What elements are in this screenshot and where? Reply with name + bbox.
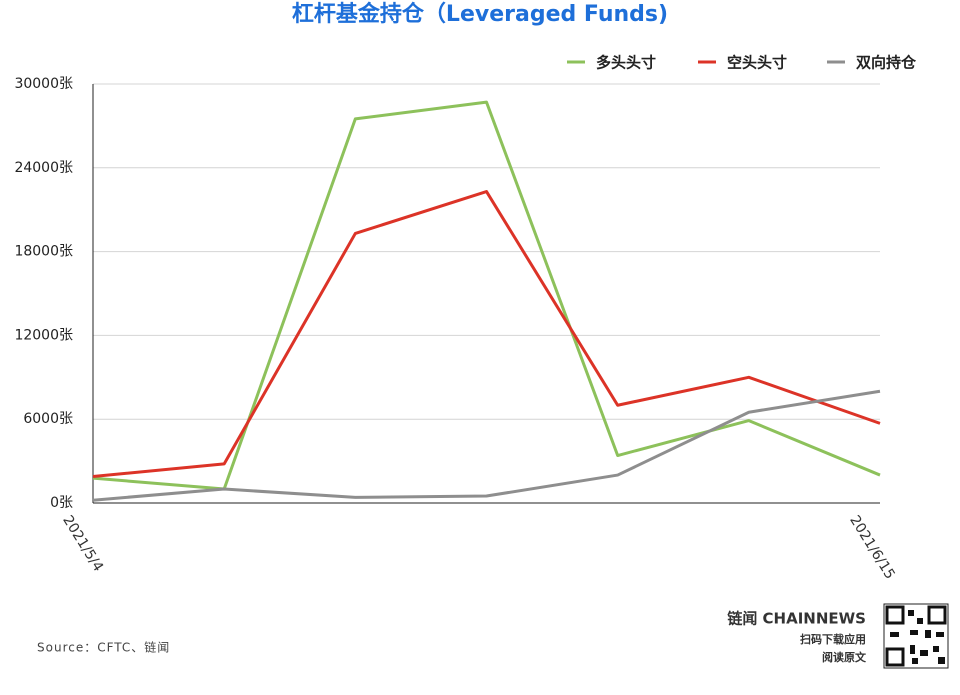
line-series [92,100,881,491]
chart-title: 杠杆基金持仓（Leveraged Funds) [292,1,668,27]
line-series [92,389,881,502]
y-tick-label: 18000张 [14,244,73,260]
y-tick-label: 12000张 [14,327,73,343]
brand: 链闻 CHAINNEWS [727,610,866,628]
x-tick-label: 2021/5/4 [59,513,106,575]
brand-line: 阅读原文 [822,650,867,664]
legend-label: 多头头寸 [596,54,656,72]
qr-code [883,603,949,669]
source: Source：CFTC、链闻 [37,640,170,655]
x-tick-label: 2021/6/15 [846,513,898,582]
line-series [92,190,881,478]
legend-label: 双向持仓 [856,54,917,72]
y-tick-label: 6000张 [23,411,73,427]
legend-label: 空头头寸 [727,54,787,72]
brand-line: 扫码下载应用 [800,632,866,646]
y-tick-label: 30000张 [14,76,73,92]
y-tick-label: 24000张 [14,160,73,176]
y-tick-label: 0张 [50,495,73,511]
